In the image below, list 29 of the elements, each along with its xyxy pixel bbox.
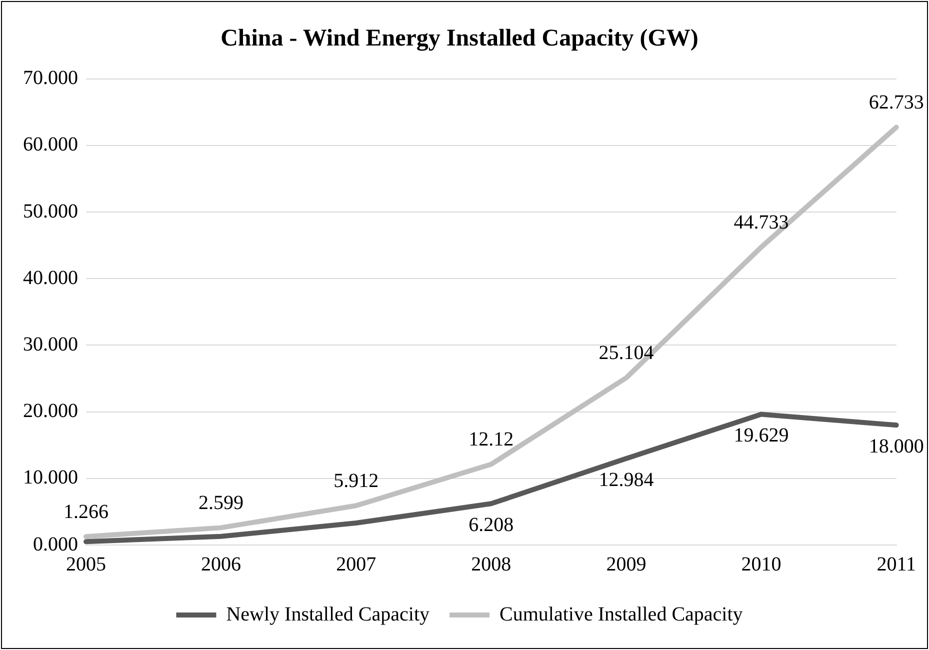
- x-tick-label: 2010: [741, 553, 782, 576]
- data-label: 1.266: [64, 500, 108, 523]
- y-tick-label: 0.000: [33, 533, 78, 556]
- x-tick-label: 2011: [876, 553, 916, 576]
- x-tick-label: 2006: [201, 553, 242, 576]
- data-label: 12.984: [598, 468, 654, 491]
- y-tick-label: 30.000: [23, 333, 78, 356]
- y-tick-label: 60.000: [23, 134, 78, 156]
- x-tick-label: 2007: [336, 553, 376, 576]
- chart-title: China - Wind Energy Installed Capacity (GW): [220, 26, 698, 52]
- y-tick-label: 20.000: [23, 400, 78, 422]
- x-tick-label: 2005: [66, 553, 106, 576]
- x-tick-label: 2009: [606, 553, 646, 576]
- y-tick-label: 50.000: [23, 200, 78, 222]
- data-label: 25.104: [598, 342, 654, 364]
- data-label: 62.733: [868, 91, 924, 114]
- data-label: 44.733: [734, 211, 789, 234]
- data-label: 18.000: [868, 435, 924, 458]
- data-label: 6.208: [468, 514, 514, 536]
- y-tick-label: 10.000: [23, 466, 78, 489]
- x-tick-label: 2008: [471, 553, 512, 576]
- data-label: 5.912: [334, 470, 379, 492]
- data-label: 12.12: [468, 428, 514, 451]
- legend-label: Newly Installed Capacity: [226, 603, 430, 626]
- data-label: 19.629: [734, 424, 789, 447]
- y-tick-label: 40.000: [23, 266, 78, 289]
- y-tick-label: 70.000: [23, 67, 78, 90]
- data-label: 2.599: [198, 492, 244, 514]
- legend-label: Cumulative Installed Capacity: [500, 603, 743, 626]
